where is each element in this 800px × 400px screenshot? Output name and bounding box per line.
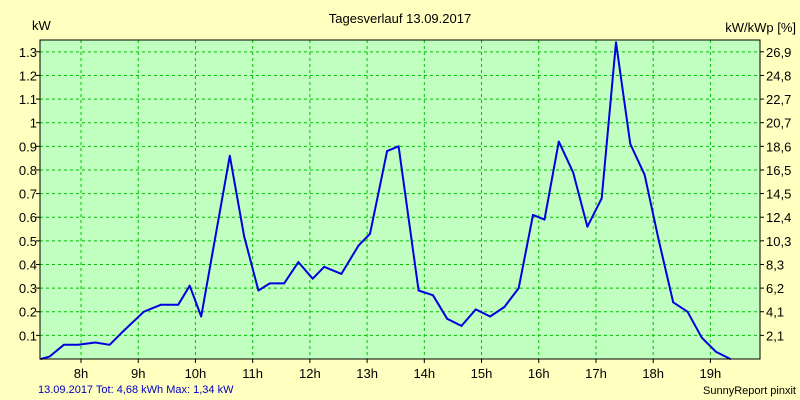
data-point — [200, 315, 203, 318]
data-point — [283, 282, 285, 285]
y-tick-label-right: 8,3 — [766, 257, 784, 272]
y-tick-label-left: 0.8 — [19, 163, 37, 178]
y-tick-label-right: 2,1 — [766, 328, 784, 343]
y-tick-label-left: 0.2 — [19, 305, 37, 320]
data-point — [432, 294, 434, 297]
y-tick-label-right: 24,8 — [766, 68, 791, 83]
y-tick-label-left: 1 — [30, 116, 37, 131]
x-tick-label: 16h — [528, 366, 550, 381]
data-point — [543, 218, 546, 221]
y-tick-label-left: 0.4 — [19, 257, 37, 272]
data-point — [700, 336, 703, 339]
data-point — [311, 277, 314, 280]
data-point — [715, 351, 717, 353]
data-point — [557, 140, 560, 143]
data-point — [397, 145, 400, 148]
data-point — [160, 303, 163, 306]
y-tick-label-left: 0.3 — [19, 281, 37, 296]
data-point — [257, 289, 260, 292]
data-point — [323, 265, 326, 268]
y-axis-right: 2,1 4,1 6,2 8,3 10,3 12,4 14,5 16,5 18,6 20,7 22,7… — [760, 45, 791, 343]
data-point — [48, 355, 51, 358]
y-tick-label-right: 14,5 — [766, 187, 791, 202]
data-point — [369, 232, 371, 235]
data-point — [532, 214, 534, 216]
x-tick-label: 19h — [700, 366, 722, 381]
data-point — [672, 301, 675, 304]
data-point — [572, 171, 574, 174]
y-axis-label-right: kW/kWp [%] — [725, 20, 796, 35]
x-tick-label: 10h — [185, 366, 207, 381]
footer-brand: SunnyReport pinxit — [703, 385, 796, 397]
data-point — [503, 306, 506, 308]
x-tick-label: 14h — [413, 366, 435, 381]
x-tick-label: 11h — [242, 366, 263, 381]
data-point — [643, 173, 646, 176]
y-tick-label-left: 1.3 — [19, 45, 37, 60]
data-point — [615, 41, 617, 44]
y-tick-label-left: 0.7 — [19, 187, 37, 202]
data-point — [446, 317, 449, 320]
y-tick-label-left: 0.1 — [19, 328, 37, 343]
y-tick-label-right: 10,3 — [766, 234, 791, 249]
x-tick-label: 12h — [299, 366, 321, 381]
data-point — [143, 310, 145, 313]
data-point — [243, 235, 246, 238]
data-point — [214, 235, 217, 238]
chart-title: Tagesverlauf 13.09.2017 — [329, 11, 471, 26]
x-tick-label: 9h — [131, 366, 145, 381]
data-point — [517, 287, 520, 289]
data-point — [686, 310, 689, 313]
x-tick-label: 8h — [74, 366, 88, 381]
y-tick-label-left: 0.5 — [19, 234, 37, 249]
x-tick-label: 13h — [356, 366, 378, 381]
data-point — [268, 282, 271, 285]
x-axis: 8h 9h 10h 11h 12h 13h 14h 15h 16h 17h 18h 19h — [74, 359, 721, 381]
y-axis-left: 0.1 0.2 0.3 0.4 0.5 0.6 0.7 0.8 0.9 1 1.1 1.2 1.3 — [19, 45, 40, 343]
data-point — [188, 284, 191, 287]
y-tick-label-left: 0.9 — [19, 139, 37, 154]
plot-area — [40, 40, 760, 359]
data-point — [77, 343, 79, 346]
data-point — [600, 197, 603, 200]
y-tick-label-left: 1.1 — [19, 92, 37, 107]
data-point — [460, 325, 463, 327]
data-point — [94, 341, 97, 344]
y-tick-label-right: 26,9 — [766, 45, 791, 60]
data-point — [357, 244, 360, 247]
data-point — [474, 308, 477, 311]
data-point — [386, 150, 388, 153]
y-tick-label-right: 4,1 — [766, 305, 784, 320]
data-point — [629, 143, 632, 145]
data-point — [108, 343, 111, 346]
data-point — [228, 154, 231, 157]
y-tick-label-right: 16,5 — [766, 163, 791, 178]
data-point — [417, 289, 420, 292]
data-point — [177, 303, 180, 306]
y-tick-label-right: 6,2 — [766, 281, 784, 296]
y-tick-label-right: 12,4 — [766, 210, 791, 225]
y-tick-label-left: 0.6 — [19, 210, 37, 225]
grid — [40, 40, 760, 359]
data-point — [297, 261, 300, 263]
y-tick-label-left: 1.2 — [19, 68, 37, 83]
x-tick-label: 15h — [471, 366, 493, 381]
y-tick-label-right: 22,7 — [766, 92, 791, 107]
data-point — [586, 225, 589, 228]
series-group — [40, 41, 732, 360]
data-point — [489, 315, 491, 318]
data-point — [62, 343, 65, 346]
y-axis-label-left: kW — [32, 18, 52, 33]
data-point — [340, 273, 343, 275]
y-tick-label-right: 20,7 — [766, 116, 791, 131]
data-point — [658, 240, 660, 242]
x-tick-label: 18h — [642, 366, 664, 381]
y-tick-label-right: 18,6 — [766, 139, 791, 154]
plot-border — [39, 39, 761, 360]
x-tick-label: 17h — [585, 366, 607, 381]
data-point — [123, 329, 125, 332]
footer-summary: 13.09.2017 Tot: 4,68 kWh Max: 1,34 kW — [38, 384, 234, 396]
